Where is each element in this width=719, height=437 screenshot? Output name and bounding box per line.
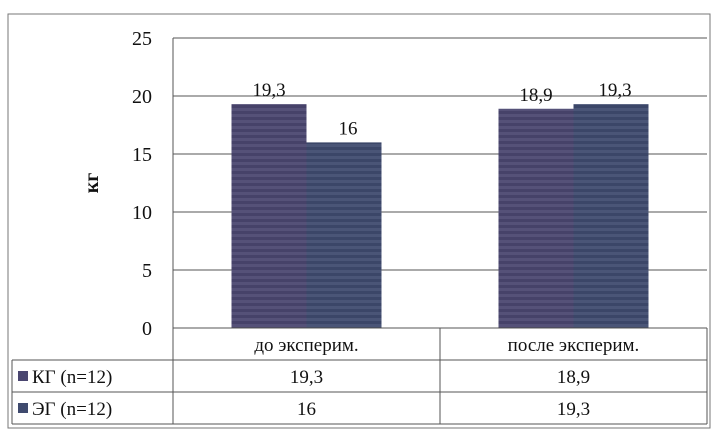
bar-texture <box>573 104 649 329</box>
x-category-label: после эксперим. <box>508 335 640 356</box>
y-tick-label: 15 <box>132 144 152 166</box>
y-tick-label: 5 <box>142 260 152 282</box>
legend-swatch <box>18 371 28 381</box>
y-tick-label: 25 <box>132 28 152 50</box>
legend-entry: КГ (n=12) <box>32 367 112 388</box>
chart-border <box>7 13 711 429</box>
y-axis-title: кг <box>81 173 103 194</box>
table-value: 19,3 <box>290 367 323 388</box>
legend-swatch <box>18 403 28 413</box>
data-label: 19,3 <box>252 80 285 101</box>
bar-texture <box>306 142 382 328</box>
y-tick-label: 20 <box>132 86 152 108</box>
x-category-label: до эксперим. <box>254 335 358 356</box>
data-label: 18,9 <box>519 85 552 106</box>
bar-texture <box>231 104 307 329</box>
y-tick-label: 10 <box>132 202 152 224</box>
table-value: 18,9 <box>557 367 590 388</box>
table-value: 19,3 <box>557 399 590 420</box>
data-label: 16 <box>339 118 358 139</box>
data-label: 19,3 <box>598 80 631 101</box>
bar-texture <box>498 108 574 328</box>
y-tick-label: 0 <box>142 318 152 340</box>
legend-entry: ЭГ (n=12) <box>32 399 112 420</box>
table-value: 16 <box>297 399 316 420</box>
